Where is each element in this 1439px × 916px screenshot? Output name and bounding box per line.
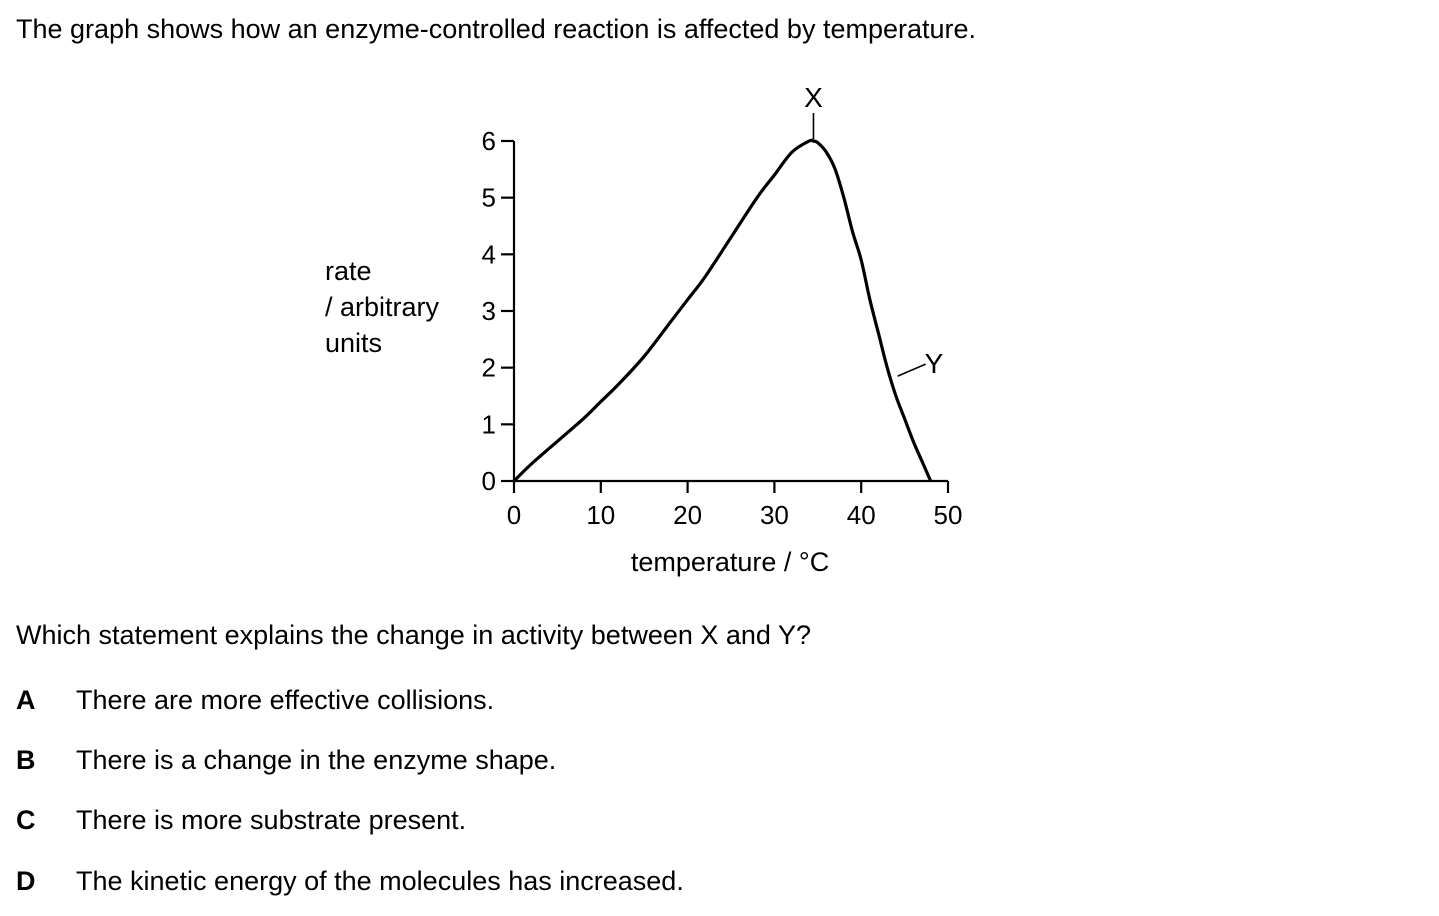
- question-text: Which statement explains the change in a…: [16, 620, 811, 650]
- option-letter: A: [16, 685, 36, 715]
- y-tick-label: 2: [482, 353, 496, 383]
- option-text: There is more substrate present.: [76, 805, 467, 835]
- annotations: XY: [804, 82, 944, 379]
- y-axis-label-line: units: [325, 328, 382, 358]
- y-axis-label-line: / arbitrary: [325, 292, 440, 322]
- option-text: The kinetic energy of the molecules has …: [76, 866, 684, 896]
- y-axis-label-line: rate: [325, 256, 372, 286]
- y-marker-leader: [897, 363, 926, 377]
- x-tick-label: 20: [673, 500, 702, 530]
- y-tick-label: 3: [482, 296, 496, 326]
- x-tick-label: 40: [847, 500, 876, 530]
- rate-curve: [512, 138, 933, 483]
- y-tick-label: 4: [482, 239, 496, 269]
- option-letter: B: [16, 745, 36, 775]
- y-axis-label: rate / arbitrary units: [325, 256, 440, 358]
- x-axis: 0 10 20 30 40 50: [507, 479, 963, 530]
- y-marker-label: Y: [925, 348, 944, 379]
- x-axis-label: temperature / °C: [631, 547, 829, 577]
- option-letter: D: [16, 866, 36, 896]
- option-text: There are more effective collisions.: [76, 685, 495, 715]
- y-tick-label: 5: [482, 183, 496, 213]
- intro-text: The graph shows how an enzyme-controlled…: [16, 14, 977, 44]
- option-letter: C: [16, 805, 36, 835]
- x-tick-label: 50: [934, 500, 963, 530]
- y-tick-label: 6: [482, 126, 496, 156]
- y-tick-label: 1: [482, 409, 496, 439]
- option-text: There is a change in the enzyme shape.: [76, 745, 557, 775]
- y-axis: 0 1 2 3 4 5 6: [482, 126, 516, 496]
- x-tick-label: 30: [760, 500, 789, 530]
- x-tick-label: 0: [507, 500, 521, 530]
- series-line: [512, 138, 933, 483]
- x-tick-label: 10: [586, 500, 615, 530]
- x-marker-label: X: [804, 82, 823, 113]
- y-tick-label: 0: [482, 466, 496, 496]
